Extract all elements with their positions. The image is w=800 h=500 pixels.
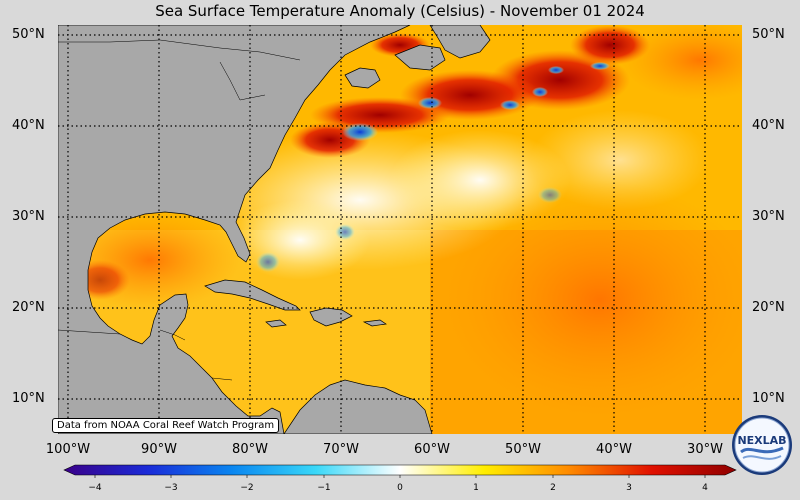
lat-label-left: 50°N [12, 27, 45, 42]
lon-label: 80°W [232, 442, 268, 457]
colorbar-tick-label: 2 [550, 483, 556, 493]
map-area [58, 25, 742, 434]
colorbar-tick-label: −2 [240, 483, 254, 493]
lat-label-left: 20°N [12, 300, 45, 315]
lon-label: 40°W [596, 442, 632, 457]
lon-label: 60°W [414, 442, 450, 457]
lon-label: 50°W [505, 442, 541, 457]
lat-label-right: 30°N [752, 209, 785, 224]
colorbar-tick-label: 1 [473, 483, 479, 493]
colorbar-tick-label: −4 [88, 483, 102, 493]
lat-label-right: 20°N [752, 300, 785, 315]
colorbar-tick-label: −1 [317, 483, 331, 493]
lon-label: 100°W [45, 442, 91, 457]
lat-label-right: 40°N [752, 118, 785, 133]
map-title: Sea Surface Temperature Anomaly (Celsius… [155, 2, 645, 20]
colorbar-tick-label: 0 [397, 483, 403, 493]
colorbar-tick-label: 3 [626, 483, 632, 493]
colorbar [63, 464, 737, 478]
lon-label: 30°W [687, 442, 723, 457]
lat-label-left: 30°N [12, 209, 45, 224]
graticule [58, 25, 742, 434]
lon-label: 90°W [141, 442, 177, 457]
borders [58, 39, 301, 381]
land [58, 25, 491, 434]
lat-label-left: 10°N [12, 391, 45, 406]
logo-text: NEXLAB [737, 434, 786, 447]
colorbar-tick-label: 4 [702, 483, 708, 493]
data-credit-label: Data from NOAA Coral Reef Watch Program [52, 418, 280, 433]
lat-label-right: 10°N [752, 391, 785, 406]
lon-label: 70°W [323, 442, 359, 457]
nexlab-logo-icon[interactable]: NEXLAB [731, 414, 793, 476]
colorbar-tick-label: −3 [164, 483, 178, 493]
lat-label-right: 50°N [752, 27, 785, 42]
lat-label-left: 40°N [12, 118, 45, 133]
